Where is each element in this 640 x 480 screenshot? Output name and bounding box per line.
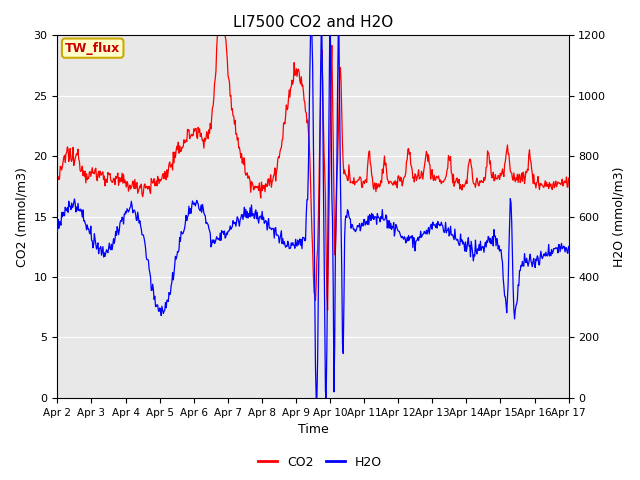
Y-axis label: H2O (mmol/m3): H2O (mmol/m3) <box>612 167 625 267</box>
Legend: CO2, H2O: CO2, H2O <box>253 451 387 474</box>
Text: TW_flux: TW_flux <box>65 42 120 55</box>
Y-axis label: CO2 (mmol/m3): CO2 (mmol/m3) <box>15 167 28 266</box>
X-axis label: Time: Time <box>298 423 328 436</box>
Title: LI7500 CO2 and H2O: LI7500 CO2 and H2O <box>233 15 393 30</box>
